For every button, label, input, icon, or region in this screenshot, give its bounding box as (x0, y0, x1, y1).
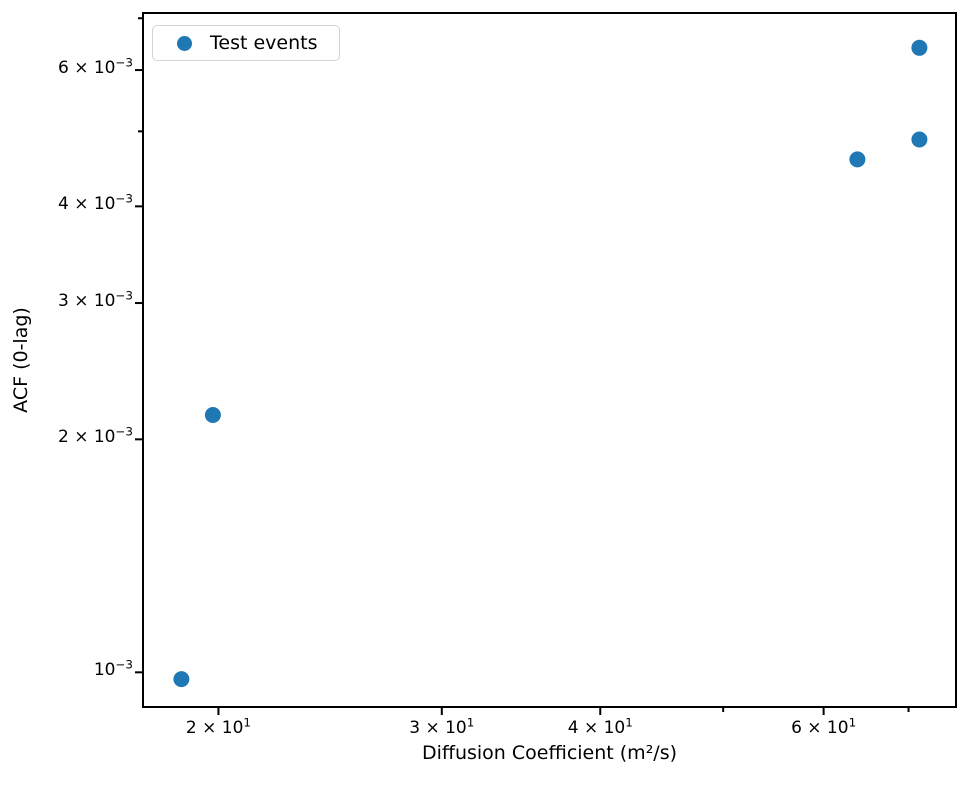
scatter-point (911, 39, 928, 56)
y-tick-label: 4 × 10−3 (57, 191, 133, 215)
x-tick-label: 4 × 101 (567, 715, 633, 738)
legend: Test events (152, 25, 341, 61)
x-tick-label: 3 × 101 (409, 715, 475, 738)
scatter-point (911, 131, 928, 148)
legend-label: Test events (210, 32, 318, 54)
legend-marker-icon (177, 35, 192, 51)
y-tick-label: 6 × 10−3 (57, 55, 133, 79)
scatter-point (204, 407, 221, 423)
y-tick-label: 2 × 10−3 (57, 424, 133, 448)
y-tick-label: 10−3 (93, 657, 133, 681)
y-axis-label: ACF (0-lag) (10, 307, 32, 413)
scatter-point (849, 151, 866, 168)
x-tick-label: 2 × 101 (185, 715, 251, 738)
y-tick-label: 3 × 10−3 (57, 288, 133, 312)
x-axis-label: Diffusion Coefficient (m²/s) (421, 742, 678, 764)
plot-area-border (142, 12, 957, 708)
scatter-point (173, 671, 190, 688)
x-tick-label: 6 × 101 (791, 715, 857, 738)
